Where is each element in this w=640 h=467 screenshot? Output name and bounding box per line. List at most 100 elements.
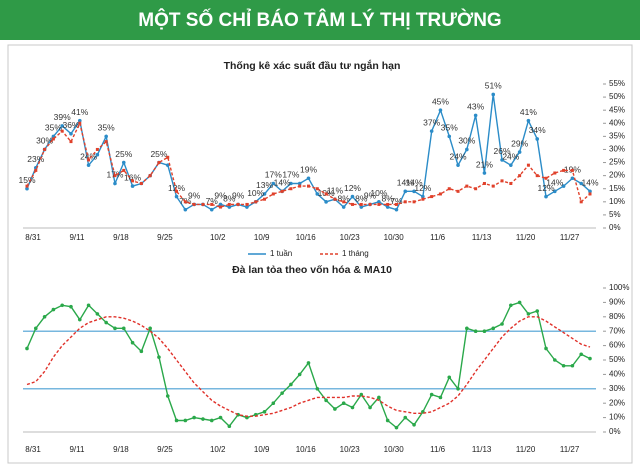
value-label: 26% — [494, 146, 511, 156]
marker — [359, 205, 364, 209]
marker — [473, 329, 478, 334]
marker — [60, 129, 64, 133]
value-label: 36% — [62, 120, 79, 130]
marker — [509, 181, 513, 185]
marker — [183, 418, 188, 423]
marker — [535, 174, 539, 178]
value-label: 43% — [467, 102, 484, 112]
marker — [377, 395, 381, 400]
marker — [473, 113, 478, 118]
marker — [165, 163, 170, 167]
value-label: 37% — [423, 117, 440, 127]
y-tick-label: 20% — [609, 398, 625, 407]
marker — [95, 152, 100, 157]
marker — [227, 205, 232, 209]
marker — [174, 194, 179, 199]
x-tick-label: 11/13 — [472, 233, 492, 242]
marker — [482, 329, 487, 334]
y-tick-label: 35% — [609, 131, 625, 140]
marker — [113, 181, 117, 186]
x-tick-label: 11/20 — [516, 233, 536, 242]
marker — [139, 181, 143, 185]
marker — [86, 303, 91, 308]
marker — [456, 387, 460, 391]
marker — [474, 187, 478, 191]
value-label: 35% — [98, 123, 115, 133]
marker — [218, 202, 223, 207]
y-tick-label: 0% — [609, 427, 621, 436]
marker — [130, 340, 135, 345]
y-tick-label: 45% — [609, 105, 625, 114]
marker — [219, 205, 223, 209]
marker — [289, 187, 293, 191]
x-tick-label: 11/27 — [560, 445, 580, 454]
marker — [447, 375, 452, 380]
y-tick-label: 25% — [609, 158, 625, 167]
value-label: 45% — [432, 96, 449, 106]
marker — [342, 200, 346, 204]
marker — [447, 134, 452, 139]
marker — [465, 326, 469, 331]
marker — [561, 184, 566, 188]
marker — [544, 176, 548, 180]
y-tick-label: 100% — [609, 283, 629, 292]
value-label: 23% — [27, 154, 44, 164]
marker — [113, 326, 117, 331]
marker — [412, 200, 416, 204]
marker — [570, 363, 575, 368]
marker — [25, 346, 29, 351]
marker — [236, 202, 240, 206]
marker — [456, 163, 460, 167]
marker — [298, 184, 302, 188]
value-label: 41% — [520, 107, 537, 117]
marker — [280, 391, 284, 395]
marker — [386, 202, 390, 206]
panel-frame — [7, 44, 633, 464]
marker — [403, 189, 408, 194]
marker — [148, 326, 152, 331]
y-tick-label: 30% — [609, 384, 625, 393]
value-label: 14% — [274, 178, 291, 188]
x-tick-label: 8/31 — [25, 233, 41, 242]
y-tick-label: 70% — [609, 326, 625, 335]
x-tick-label: 10/30 — [384, 445, 405, 454]
x-tick-label: 9/11 — [69, 445, 85, 454]
series-line — [26, 301, 591, 429]
value-label: 10% — [247, 188, 264, 198]
value-label: 34% — [529, 125, 546, 135]
marker — [245, 205, 249, 209]
marker — [113, 174, 117, 178]
marker — [509, 303, 513, 308]
marker — [385, 418, 390, 423]
marker — [78, 121, 82, 125]
marker — [500, 158, 504, 162]
value-label: 30% — [458, 136, 475, 146]
marker — [429, 392, 434, 397]
marker — [447, 187, 451, 191]
value-label: 13% — [256, 180, 273, 190]
marker — [403, 200, 407, 204]
marker — [421, 197, 425, 201]
marker — [51, 307, 56, 312]
marker — [465, 184, 469, 188]
x-tick-label: 9/25 — [157, 233, 173, 242]
value-label: 7% — [206, 196, 219, 206]
value-label: 39% — [54, 112, 71, 122]
marker — [491, 92, 496, 97]
marker — [95, 312, 100, 316]
marker — [377, 202, 381, 206]
marker — [350, 194, 355, 199]
marker — [412, 189, 416, 194]
value-label: 12% — [414, 183, 431, 193]
marker — [482, 181, 486, 185]
value-label: 25% — [150, 149, 167, 159]
marker — [25, 184, 29, 188]
marker — [438, 395, 443, 400]
value-label: 9% — [364, 191, 377, 201]
value-label: 12% — [344, 183, 361, 193]
value-label: 8% — [382, 193, 395, 203]
marker — [307, 184, 310, 188]
marker — [69, 140, 73, 144]
marker — [122, 168, 126, 172]
x-tick-label: 11/27 — [560, 233, 580, 242]
